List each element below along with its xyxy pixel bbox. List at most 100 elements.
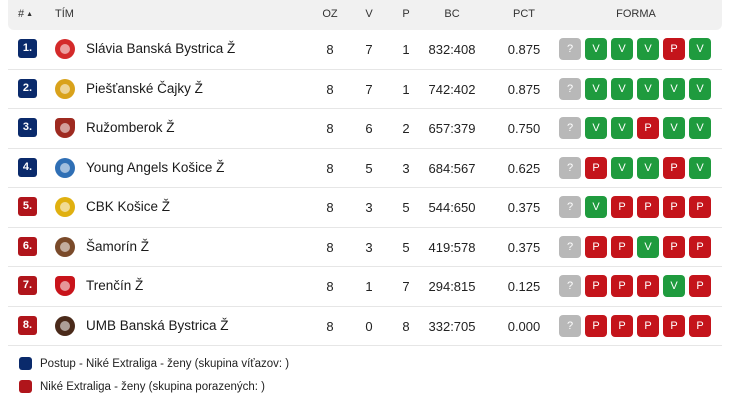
loss-badge[interactable]: P <box>689 275 711 297</box>
loss-badge[interactable]: P <box>611 275 633 297</box>
loss-badge[interactable]: P <box>663 196 685 218</box>
win-badge[interactable]: V <box>663 275 685 297</box>
next-match-badge[interactable]: ? <box>559 196 581 218</box>
form-strip: ? P P P P P <box>559 314 711 337</box>
sort-asc-icon[interactable]: ▲ <box>26 11 34 18</box>
win-badge[interactable]: V <box>689 156 711 179</box>
cajky-logo-icon[interactable] <box>55 78 75 99</box>
win-badge[interactable]: V <box>689 38 711 60</box>
next-match-badge[interactable]: ? <box>559 77 581 100</box>
played-count: 8 <box>326 279 334 294</box>
legend-swatch <box>19 380 32 393</box>
loss-badge[interactable]: P <box>663 38 685 60</box>
next-match-badge[interactable]: ? <box>559 38 581 60</box>
played-count: 8 <box>326 318 334 334</box>
win-badge[interactable]: V <box>611 77 633 100</box>
table-row[interactable]: 4. Young Angels Košice Ž 8 5 3 684:567 0.625? P… <box>8 149 722 188</box>
loss-badge[interactable]: P <box>611 314 633 337</box>
table-row[interactable]: 5. CBK Košice Ž 8 3 5 544:650 0.375? V P P P P <box>8 188 722 228</box>
rank-header[interactable]: # ▲ <box>18 8 34 20</box>
oz-header[interactable]: OZ <box>322 8 338 20</box>
team-name-link[interactable]: Piešťanské Čajky Ž <box>86 80 203 96</box>
score-ratio: 419:578 <box>428 239 476 255</box>
p-header[interactable]: P <box>402 8 410 20</box>
team-name-link[interactable]: UMB Banská Bystrica Ž <box>86 317 229 333</box>
win-badge[interactable]: V <box>663 77 685 100</box>
trencin-logo-icon[interactable] <box>55 276 75 296</box>
loss-badge[interactable]: P <box>663 235 685 258</box>
next-match-badge[interactable]: ? <box>559 156 581 179</box>
win-badge[interactable]: V <box>585 117 607 139</box>
losses-count: 8 <box>402 318 410 334</box>
loss-badge[interactable]: P <box>637 117 659 139</box>
win-badge[interactable]: V <box>585 77 607 100</box>
win-percentage: 0.000 <box>507 318 541 334</box>
team-name-link[interactable]: CBK Košice Ž <box>86 199 171 214</box>
win-badge[interactable]: V <box>637 235 659 258</box>
win-badge[interactable]: V <box>611 117 633 139</box>
loss-badge[interactable]: P <box>663 314 685 337</box>
loss-badge[interactable]: P <box>585 156 607 179</box>
table-row[interactable]: 8. UMB Banská Bystrica Ž 8 0 8 332:705 0.000? P… <box>8 307 722 346</box>
next-match-badge[interactable]: ? <box>559 275 581 297</box>
loss-badge[interactable]: P <box>689 235 711 258</box>
loss-badge[interactable]: P <box>611 196 633 218</box>
team-header[interactable]: TÍM <box>55 8 74 20</box>
win-badge[interactable]: V <box>689 117 711 139</box>
team-name-link[interactable]: Young Angels Košice Ž <box>86 159 225 175</box>
win-badge[interactable]: V <box>637 38 659 60</box>
score-ratio: 742:402 <box>428 81 476 97</box>
legend-label: Niké Extraliga - ženy (skupina porazenýc… <box>40 380 265 393</box>
win-badge[interactable]: V <box>611 156 633 179</box>
samorin-logo-icon[interactable] <box>55 236 75 257</box>
team-name-link[interactable]: Trenčín Ž <box>86 278 144 293</box>
win-percentage: 0.875 <box>507 42 541 57</box>
table-row[interactable]: 2. Piešťanské Čajky Ž 8 7 1 742:402 0.875? V V V V… <box>8 70 722 109</box>
table-row[interactable]: 6. Šamorín Ž 8 3 5 419:578 0.375? P P V P P <box>8 228 722 267</box>
young-angels-logo-icon[interactable] <box>55 157 75 178</box>
team-name-link[interactable]: Šamorín Ž <box>86 238 150 254</box>
umb-logo-icon[interactable] <box>55 315 75 336</box>
losses-count: 5 <box>402 200 410 215</box>
loss-badge[interactable]: P <box>585 314 607 337</box>
v-header[interactable]: V <box>365 8 373 20</box>
loss-badge[interactable]: P <box>689 196 711 218</box>
pct-header[interactable]: PCT <box>513 8 535 20</box>
next-match-badge[interactable]: ? <box>559 235 581 258</box>
loss-badge[interactable]: P <box>637 314 659 337</box>
score-ratio: 294:815 <box>428 279 476 294</box>
table-row[interactable]: 3. Ružomberok Ž 8 6 2 657:379 0.750? V V P V V <box>8 109 722 149</box>
next-match-badge[interactable]: ? <box>559 314 581 337</box>
loss-badge[interactable]: P <box>585 235 607 258</box>
rank-badge: 3. <box>18 118 37 137</box>
score-ratio: 332:705 <box>428 318 476 334</box>
slavia-logo-icon[interactable] <box>55 39 75 59</box>
win-badge[interactable]: V <box>637 77 659 100</box>
win-badge[interactable]: V <box>585 38 607 60</box>
team-name-link[interactable]: Slávia Banská Bystrica Ž <box>86 41 236 56</box>
loss-badge[interactable]: P <box>611 235 633 258</box>
win-badge[interactable]: V <box>611 38 633 60</box>
bc-header[interactable]: BC <box>444 8 460 20</box>
cbk-logo-icon[interactable] <box>55 197 75 217</box>
loss-badge[interactable]: P <box>637 275 659 297</box>
ruzomberok-logo-icon[interactable] <box>55 118 75 138</box>
losses-count: 3 <box>402 160 410 176</box>
table-row[interactable]: 1. Slávia Banská Bystrica Ž 8 7 1 832:408 0.87… <box>8 30 722 70</box>
win-percentage: 0.625 <box>507 160 541 176</box>
losses-count: 7 <box>402 279 410 294</box>
loss-badge[interactable]: P <box>637 196 659 218</box>
win-badge[interactable]: V <box>663 117 685 139</box>
wins-count: 7 <box>365 81 373 97</box>
loss-badge[interactable]: P <box>585 275 607 297</box>
played-count: 8 <box>326 81 334 97</box>
table-row[interactable]: 7. Trenčín Ž 8 1 7 294:815 0.125? P P P V P <box>8 267 722 307</box>
win-badge[interactable]: V <box>689 77 711 100</box>
win-badge[interactable]: V <box>637 156 659 179</box>
win-badge[interactable]: V <box>585 196 607 218</box>
loss-badge[interactable]: P <box>663 156 685 179</box>
team-name-link[interactable]: Ružomberok Ž <box>86 120 175 135</box>
form-strip: ? P V V P V <box>559 156 711 179</box>
loss-badge[interactable]: P <box>689 314 711 337</box>
next-match-badge[interactable]: ? <box>559 117 581 139</box>
